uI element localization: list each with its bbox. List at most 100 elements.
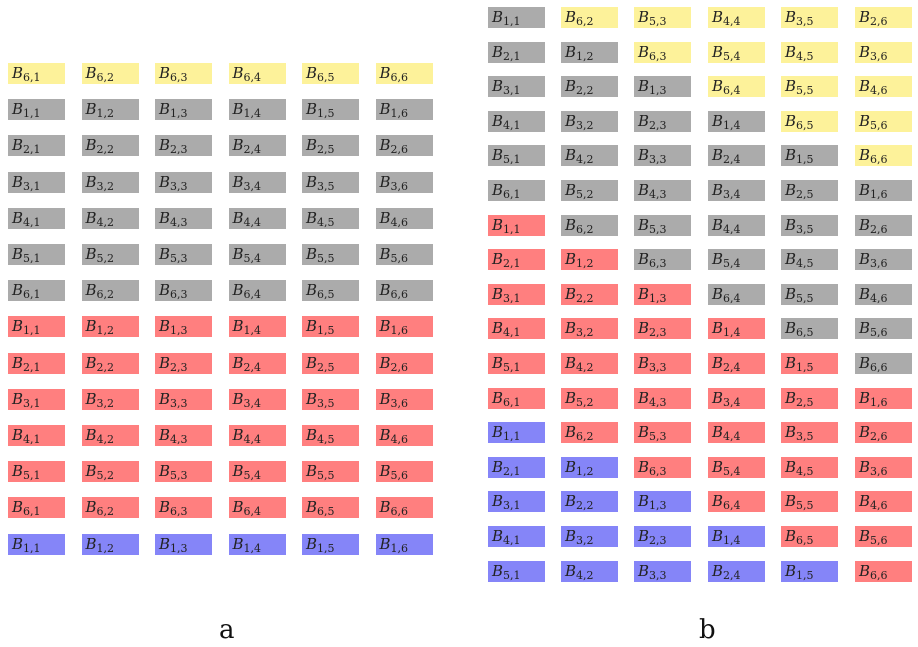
panel-b-label: b (699, 615, 716, 645)
block-b-1-1-blue: B1,1 (8, 533, 65, 555)
block-b-1-2-gray: B1,2 (81, 99, 139, 121)
block-b-1-3-gray: B1,3 (634, 76, 691, 97)
block-b-6-2-gray: B6,2 (81, 280, 139, 302)
block-b-2-1-blue: B2,1 (488, 457, 545, 478)
block-b-1-6-red: B1,6 (375, 316, 433, 338)
block-b-5-4-gray: B5,4 (708, 249, 765, 270)
block-b-6-5-yellow: B6,5 (781, 111, 838, 132)
block-b-6-5-red: B6,5 (302, 497, 359, 519)
block-b-2-2-blue: B2,2 (561, 491, 618, 512)
block-b-1-3-red: B1,3 (155, 316, 212, 338)
block-b-2-6-gray: B2,6 (375, 135, 433, 157)
block-b-2-4-gray: B2,4 (228, 135, 286, 157)
block-b-4-1-red: B4,1 (488, 318, 545, 339)
block-b-2-5-gray: B2,5 (781, 180, 838, 201)
block-b-5-4-red: B5,4 (228, 461, 286, 483)
block-b-3-3-gray: B3,3 (634, 145, 691, 166)
block-b-4-4-gray: B4,4 (708, 215, 765, 236)
block-b-1-6-blue: B1,6 (375, 533, 433, 555)
block-b-1-1-blue: B1,1 (488, 422, 545, 443)
block-b-1-3-red: B1,3 (634, 284, 691, 305)
block-b-5-4-yellow: B5,4 (708, 42, 765, 63)
block-b-5-5-red: B5,5 (781, 491, 838, 512)
block-b-3-1-gray: B3,1 (488, 76, 545, 97)
block-b-6-1-gray: B6,1 (488, 180, 545, 201)
block-b-4-5-gray: B4,5 (781, 249, 838, 270)
block-b-5-6-gray: B5,6 (375, 244, 433, 265)
block-b-4-6-red: B4,6 (375, 425, 433, 446)
block-b-2-1-gray: B2,1 (8, 135, 65, 157)
block-b-5-1-gray: B5,1 (488, 145, 545, 166)
block-b-3-5-gray: B3,5 (781, 215, 838, 236)
block-b-3-4-red: B3,4 (708, 388, 765, 409)
block-b-1-6-gray: B1,6 (855, 180, 912, 201)
block-b-2-5-red: B2,5 (781, 388, 838, 409)
block-b-6-2-red: B6,2 (81, 497, 139, 519)
block-b-4-5-red: B4,5 (781, 457, 838, 478)
block-b-3-2-red: B3,2 (561, 318, 618, 339)
block-b-6-3-red: B6,3 (155, 497, 212, 519)
block-b-3-5-red: B3,5 (302, 388, 359, 410)
block-b-6-2-yellow: B6,2 (81, 63, 139, 84)
block-b-2-1-red: B2,1 (8, 352, 65, 374)
block-b-6-4-yellow: B6,4 (228, 63, 286, 84)
block-b-4-4-gray: B4,4 (228, 207, 286, 229)
block-b-6-5-yellow: B6,5 (302, 63, 359, 84)
block-b-2-2-red: B2,2 (561, 284, 618, 305)
block-b-3-2-gray: B3,2 (561, 111, 618, 132)
block-b-2-6-red: B2,6 (375, 352, 433, 374)
block-b-4-3-gray: B4,3 (155, 207, 212, 229)
block-b-5-6-gray: B5,6 (855, 318, 912, 339)
block-b-2-5-red: B2,5 (302, 352, 359, 374)
block-b-3-4-gray: B3,4 (708, 180, 765, 201)
block-b-6-4-yellow: B6,4 (708, 76, 765, 97)
block-b-4-1-gray: B4,1 (488, 111, 545, 132)
block-b-2-3-gray: B2,3 (634, 111, 691, 132)
block-b-4-2-gray: B4,2 (561, 145, 618, 166)
block-b-6-3-yellow: B6,3 (155, 63, 212, 84)
block-b-4-2-gray: B4,2 (81, 207, 139, 229)
block-b-5-2-gray: B5,2 (561, 180, 618, 201)
block-b-3-1-blue: B3,1 (488, 491, 545, 512)
block-b-6-3-red: B6,3 (634, 457, 691, 478)
block-b-5-6-red: B5,6 (375, 461, 433, 483)
block-b-6-3-gray: B6,3 (634, 249, 691, 270)
block-b-6-6-gray: B6,6 (855, 353, 912, 374)
block-b-1-2-red: B1,2 (561, 249, 618, 270)
block-b-4-6-red: B4,6 (855, 491, 912, 512)
block-b-6-6-yellow: B6,6 (375, 63, 433, 84)
block-b-3-5-gray: B3,5 (302, 171, 359, 193)
block-b-5-3-yellow: B5,3 (634, 7, 691, 28)
block-b-3-6-yellow: B3,6 (855, 42, 912, 63)
block-b-2-4-gray: B2,4 (708, 145, 765, 166)
block-b-6-5-gray: B6,5 (781, 318, 838, 339)
block-b-1-4-blue: B1,4 (708, 526, 765, 547)
block-b-2-5-gray: B2,5 (302, 135, 359, 157)
block-b-6-5-gray: B6,5 (302, 280, 359, 302)
block-b-1-1-red: B1,1 (488, 215, 545, 236)
block-b-2-3-red: B2,3 (155, 352, 212, 374)
block-b-6-3-yellow: B6,3 (634, 42, 691, 63)
block-b-6-2-yellow: B6,2 (561, 7, 618, 28)
block-b-4-2-red: B4,2 (81, 425, 139, 446)
block-b-1-3-gray: B1,3 (155, 99, 212, 121)
block-b-3-3-gray: B3,3 (155, 171, 212, 193)
block-b-4-6-gray: B4,6 (375, 207, 433, 229)
block-b-6-6-yellow: B6,6 (855, 145, 912, 166)
block-b-2-6-red: B2,6 (855, 422, 912, 443)
block-b-1-5-red: B1,5 (781, 353, 838, 374)
block-b-5-3-gray: B5,3 (634, 215, 691, 236)
block-b-1-3-blue: B1,3 (634, 491, 691, 512)
block-b-1-4-gray: B1,4 (708, 111, 765, 132)
block-b-2-2-gray: B2,2 (81, 135, 139, 157)
block-b-5-5-gray: B5,5 (302, 244, 359, 265)
block-b-1-1-gray: B1,1 (488, 7, 545, 28)
block-b-6-4-red: B6,4 (228, 497, 286, 519)
block-b-3-6-red: B3,6 (855, 457, 912, 478)
block-b-5-5-red: B5,5 (302, 461, 359, 483)
block-b-1-4-red: B1,4 (708, 318, 765, 339)
block-b-4-6-yellow: B4,6 (855, 76, 912, 97)
block-b-5-3-red: B5,3 (634, 422, 691, 443)
block-b-4-2-blue: B4,2 (561, 561, 618, 582)
block-b-5-2-red: B5,2 (81, 461, 139, 483)
